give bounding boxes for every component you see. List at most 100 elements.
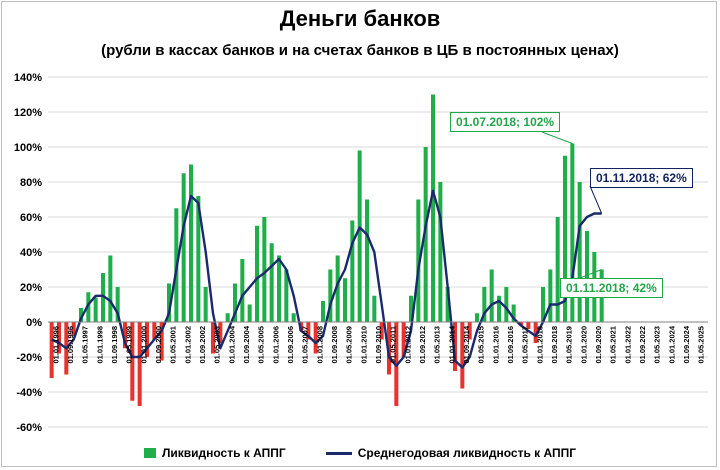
bar xyxy=(56,322,62,354)
chart-subtitle: (рубли в кассах банков и на счетах банко… xyxy=(101,42,619,59)
y-tick-label: -20% xyxy=(16,352,42,364)
x-tick-label: 01.05.2003 xyxy=(213,326,222,364)
x-tick-label: 01.01.2024 xyxy=(667,325,676,363)
bar xyxy=(584,231,590,322)
bar xyxy=(269,243,274,322)
bar xyxy=(489,269,494,322)
x-tick-label: 01.09.2010 xyxy=(374,326,383,364)
x-tick-label: 01.01.2008 xyxy=(315,326,324,364)
bar xyxy=(78,308,84,322)
x-tick-label: 01.05.2011 xyxy=(389,326,398,363)
x-tick-label: 01.05.1997 xyxy=(81,326,90,364)
bar xyxy=(306,322,311,340)
x-tick-label: 01.01.2020 xyxy=(579,326,588,364)
x-tick-label: 01.05.2017 xyxy=(521,326,530,364)
x-tick-label: 01.01.2018 xyxy=(535,326,544,364)
x-tick-label: 01.09.2004 xyxy=(242,325,251,363)
bar xyxy=(540,287,546,322)
bar xyxy=(203,287,208,322)
bar xyxy=(115,287,120,322)
bar xyxy=(328,269,333,322)
bar xyxy=(438,182,443,322)
bar xyxy=(548,269,553,322)
bar xyxy=(474,313,480,322)
bar xyxy=(137,322,142,406)
bar xyxy=(504,287,509,322)
bar xyxy=(430,94,436,322)
x-tick-label: 01.01.2000 xyxy=(139,326,148,364)
legend: Ликвидность к АППГ Среднегодовая ликвидн… xyxy=(0,446,720,460)
bar xyxy=(122,322,128,349)
y-tick-label: -40% xyxy=(16,387,42,399)
bar xyxy=(210,322,216,354)
bar xyxy=(496,295,502,322)
leader-peak xyxy=(541,131,573,144)
bar xyxy=(262,217,267,322)
bar xyxy=(159,322,164,361)
y-tick-label: 120% xyxy=(14,107,42,119)
annotation-peak: 01.07.2018; 102% xyxy=(450,112,561,132)
x-tick-label: 01.09.2002 xyxy=(198,326,207,364)
x-tick-label: 01.09.1998 xyxy=(110,326,119,364)
bar xyxy=(445,287,450,322)
bar xyxy=(533,322,538,343)
bar xyxy=(342,278,348,322)
annotation-line-last: 01.11.2018; 62% xyxy=(590,168,693,188)
x-tick-label: 01.05.1999 xyxy=(125,326,134,364)
bar xyxy=(240,259,245,322)
x-tick-label: 01.01.2022 xyxy=(623,326,632,364)
legend-bar-label: Ликвидность к АППГ xyxy=(161,446,286,460)
bar xyxy=(86,292,91,322)
x-tick-label: 01.01.2012 xyxy=(403,326,412,364)
x-tick-label: 01.05.2005 xyxy=(257,326,266,364)
bar xyxy=(320,301,326,322)
x-tick-label: 01.05.2019 xyxy=(565,326,574,364)
bar xyxy=(144,322,150,357)
x-tick-label: 01.09.2020 xyxy=(594,326,603,364)
bar xyxy=(364,199,370,322)
bar xyxy=(460,322,465,389)
y-tick-label: 80% xyxy=(20,177,42,189)
y-tick-label: -60% xyxy=(16,422,42,434)
bar xyxy=(577,182,582,322)
y-tick-label: 20% xyxy=(20,282,42,294)
bar xyxy=(247,304,252,322)
chart-title: Деньги банков xyxy=(279,6,441,31)
x-tick-label: 01.01.1996 xyxy=(51,326,60,364)
x-tick-label: 01.01.2014 xyxy=(447,325,456,363)
bar xyxy=(379,322,384,340)
bar xyxy=(511,304,516,322)
bar xyxy=(218,322,223,343)
x-tick-label: 01.05.2023 xyxy=(653,326,662,364)
bar xyxy=(100,273,106,322)
legend-item-bars: Ликвидность к АППГ xyxy=(143,446,286,460)
bar xyxy=(357,150,362,322)
bar xyxy=(93,297,98,322)
annotation-bar-last: 01.11.2018; 42% xyxy=(560,278,663,298)
x-tick-label: 01.05.2001 xyxy=(169,326,178,364)
x-tick-label: 01.01.2016 xyxy=(491,326,500,364)
bar xyxy=(225,313,230,322)
bar xyxy=(166,283,172,322)
bar xyxy=(372,295,377,322)
bar xyxy=(518,322,524,326)
x-tick-label: 01.09.2018 xyxy=(550,326,559,364)
bar xyxy=(188,164,194,322)
bar xyxy=(482,287,487,322)
x-tick-label: 01.01.1998 xyxy=(95,326,104,364)
x-tick-label: 01.05.2013 xyxy=(433,326,442,364)
bar xyxy=(401,322,406,357)
x-tick-label: 01.05.2025 xyxy=(697,326,706,364)
x-tick-label: 01.09.1996 xyxy=(66,326,75,364)
x-tick-label: 01.09.2000 xyxy=(154,326,163,364)
bar xyxy=(562,155,568,322)
x-tick-label: 01.09.2024 xyxy=(682,325,691,363)
x-tick-label: 01.01.2004 xyxy=(227,325,236,363)
y-tick-label: 100% xyxy=(14,142,42,154)
bar xyxy=(555,217,560,322)
bar xyxy=(232,283,238,322)
bar xyxy=(276,255,282,322)
leader-line-last xyxy=(589,185,603,214)
x-tick-label: 01.09.2012 xyxy=(418,326,427,364)
series-line xyxy=(51,189,602,369)
